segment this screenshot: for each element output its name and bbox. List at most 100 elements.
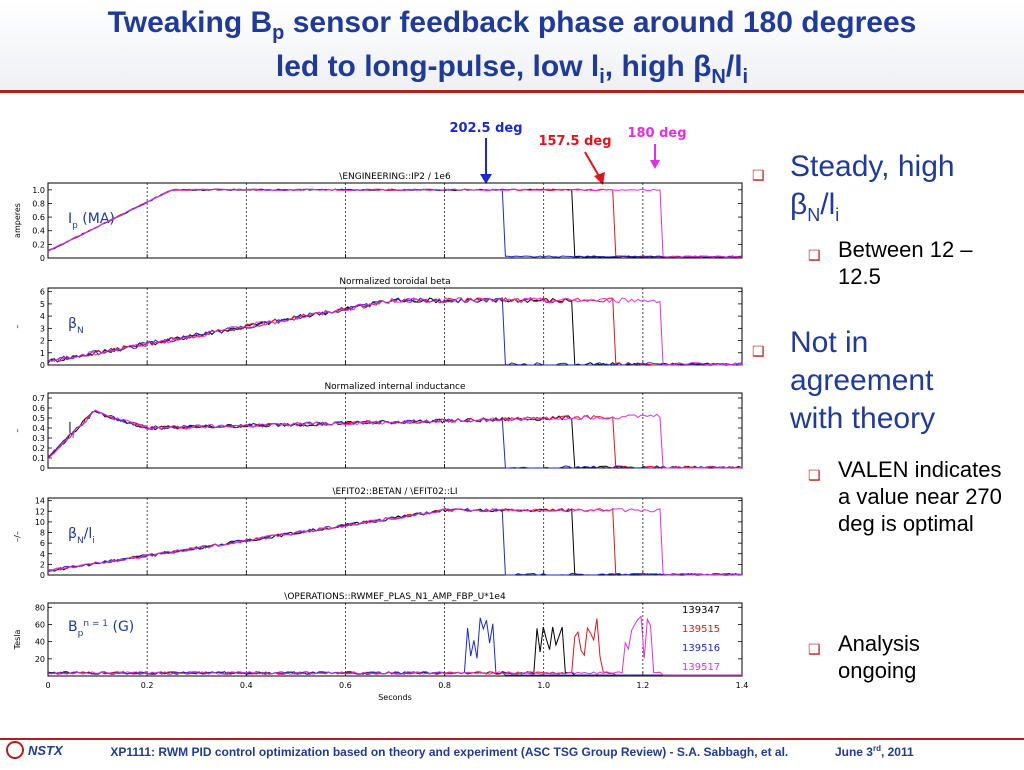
y-tick-label: 1.0 [32, 186, 45, 195]
y-tick-label: 0 [40, 254, 45, 263]
trace-139516 [47, 508, 742, 576]
trace-139516 [47, 410, 742, 469]
trace-139517 [47, 507, 743, 576]
panel-label: βN/li [68, 526, 95, 546]
bullet-marker: ❑ [752, 343, 765, 359]
panel-label: li [68, 421, 74, 441]
trace-139517 [47, 409, 743, 469]
trace-139347 [47, 411, 743, 469]
x-tick-label: 0.2 [141, 681, 154, 690]
bullet-marker: ❑ [808, 467, 821, 483]
phase-157-arrowhead [594, 172, 605, 185]
trace-139347 [47, 626, 742, 676]
y-tick-label: 60 [35, 620, 45, 629]
legend-entry: 139515 [682, 624, 720, 635]
y-tick-label: 2 [40, 560, 45, 569]
x-tick-label: 1.2 [636, 681, 649, 690]
trace-139515 [47, 618, 742, 676]
panel-title: Normalized toroidal beta [339, 277, 450, 287]
title-bar [0, 0, 1024, 90]
y-tick-label: 0.8 [32, 199, 45, 208]
panel-ylabel: amperes [13, 203, 22, 238]
y-tick-label: 0.6 [32, 213, 45, 222]
y-tick-label: 0 [40, 571, 45, 580]
trace-139516 [47, 617, 742, 676]
y-tick-label: 0.6 [32, 404, 45, 413]
panel-frame [47, 182, 743, 259]
trace-139515 [47, 410, 743, 469]
title-line-2: led to long-pulse, low li, high βN/li [275, 50, 749, 88]
panel-2: Normalized toroidal beta – 0 1 2 3 4 5 6 βN [13, 277, 743, 370]
panel-4: \EFIT02::BETAN / \EFIT02::LI–/–0 24 68 10 12… [13, 487, 743, 580]
panel-title: \ENGINEERING::IP2 / 1e6 [339, 172, 451, 182]
footer-bar [0, 738, 1024, 770]
phase-180-arrowhead [650, 160, 660, 169]
x-tick-label: 1.4 [736, 681, 749, 690]
y-tick-label: 0.1 [32, 454, 45, 463]
y-tick-label: 1 [40, 349, 45, 358]
panel-label: βN [68, 316, 84, 336]
y-tick-label: 0.2 [32, 444, 45, 453]
trace-139517 [47, 188, 743, 258]
panel-title: Normalized internal inductance [324, 382, 466, 392]
nstx-logo-icon [6, 741, 24, 759]
y-tick-label: 2 [40, 337, 45, 346]
phase-202-label: 202.5 deg [449, 121, 522, 136]
y-tick-label: 4 [40, 312, 45, 321]
x-tick-label: 0.6 [339, 681, 352, 690]
chart-area: 202.5 deg 157.5 deg 180 deg \ENGINEERING… [0, 100, 760, 740]
y-tick-label: 3 [40, 324, 45, 333]
panel-frame [47, 497, 743, 576]
y-tick-label: 10 [35, 518, 45, 527]
trace-139516 [47, 297, 743, 366]
phase-annotations: 202.5 deg 157.5 deg 180 deg [449, 121, 687, 185]
trace-139347 [47, 297, 742, 366]
legend-entry: 139516 [682, 643, 720, 654]
x-axis-label: Seconds [378, 693, 412, 702]
y-tick-label: 0.5 [32, 414, 45, 423]
x-tick-label: 0 [45, 681, 50, 690]
y-tick-label: 0.2 [32, 240, 45, 249]
panel-ylabel: – [13, 429, 22, 433]
y-tick-label: 0 [40, 361, 45, 370]
stacked-time-traces: 202.5 deg 157.5 deg 180 deg \ENGINEERING… [13, 121, 749, 702]
bullet-marker: ❑ [752, 167, 765, 183]
panel-title: \EFIT02::BETAN / \EFIT02::LI [332, 487, 457, 497]
y-tick-label: 8 [40, 529, 45, 538]
y-tick-label: 4 [40, 550, 45, 559]
panel-ylabel: – [13, 325, 22, 329]
panel-frame [47, 287, 743, 366]
y-tick-label: 0.3 [32, 434, 45, 443]
panel-label: Bpn = 1 (G) [68, 619, 134, 639]
trace-139517 [47, 297, 743, 366]
x-tick-label: 0.4 [240, 681, 253, 690]
y-tick-label: 5 [40, 300, 45, 309]
slide-title: Tweaking Bp sensor feedback phase around… [0, 6, 1024, 94]
legend-entry: 139347 [682, 605, 720, 616]
y-tick-label: 6 [40, 288, 45, 297]
nstx-logo: NSTX [6, 741, 63, 759]
panel-frame [47, 602, 743, 677]
title-divider [0, 90, 1024, 93]
phase-157-label: 157.5 deg [538, 134, 611, 149]
trace-139517 [47, 615, 742, 676]
legend-entry: 139517 [682, 662, 720, 673]
bullet-marker: ❑ [808, 247, 821, 263]
x-tick-label: 1.0 [537, 681, 550, 690]
phase-202-arrowhead [480, 174, 492, 184]
bullet-marker: ❑ [808, 641, 821, 657]
panel-ylabel: –/– [13, 531, 22, 542]
y-tick-label: 6 [40, 539, 45, 548]
panel-ylabel: Tesla [13, 630, 22, 651]
y-tick-label: 80 [35, 603, 45, 612]
y-tick-label: 14 [35, 497, 45, 506]
y-tick-label: 20 [35, 655, 45, 664]
panel-frame [47, 392, 743, 469]
y-tick-label: 0.4 [32, 424, 45, 433]
y-tick-label: 0 [40, 464, 45, 473]
y-tick-label: 12 [35, 507, 45, 516]
panel-3: Normalized internal inductance–00.10.20.… [13, 382, 743, 473]
title-line-1: Tweaking Bp sensor feedback phase around… [107, 6, 917, 44]
panel-5: \OPERATIONS::RWMEF_PLAS_N1_AMP_FBP_U*1e4… [13, 592, 743, 677]
panel-title: \OPERATIONS::RWMEF_PLAS_N1_AMP_FBP_U*1e4 [284, 592, 506, 602]
